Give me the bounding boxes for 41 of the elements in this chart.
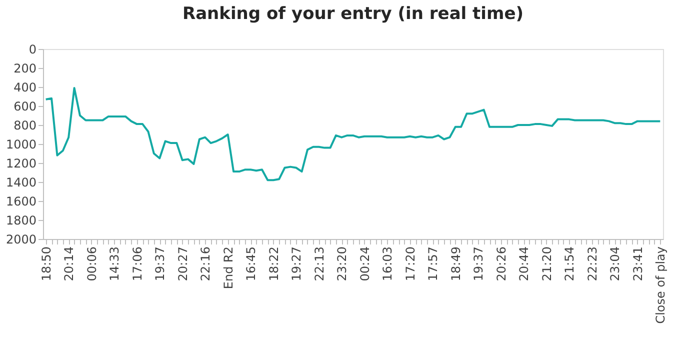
x-tick-label: 00:06 (84, 246, 99, 282)
y-tick-label: 1800 (6, 214, 36, 228)
y-tick-label: 2000 (6, 232, 36, 246)
x-tick-label: 19:27 (290, 246, 304, 282)
x-tick-label: 20:14 (62, 246, 76, 282)
x-tick-label: End R2 (221, 246, 236, 290)
x-tick-label: 23:04 (608, 246, 622, 282)
x-tick-label: 20:27 (176, 246, 190, 282)
x-tick-label: Close of play (654, 246, 668, 324)
y-tick-label: 400 (14, 80, 36, 94)
x-tick-label: 19:37 (472, 246, 486, 282)
x-tick-label: 16:03 (380, 246, 395, 282)
x-tick-label: 22:23 (585, 246, 600, 282)
y-tick-label: 600 (14, 100, 36, 114)
x-tick-label: 23:41 (630, 246, 645, 282)
x-tick-label: 17:57 (426, 246, 440, 282)
x-tick-label: 18:49 (448, 246, 463, 282)
y-tick-label: 800 (14, 118, 36, 132)
y-tick-label: 1400 (6, 176, 36, 190)
x-tick-label: 20:44 (517, 246, 532, 282)
chart-title: Ranking of your entry (in real time) (182, 4, 524, 24)
x-tick-label: 00:24 (358, 246, 372, 282)
x-tick-label: 23:20 (335, 246, 350, 282)
y-tick-label: 1200 (6, 156, 36, 170)
x-tick-label: 18:22 (266, 246, 281, 282)
x-tick-label: 21:20 (540, 246, 554, 282)
y-tick-label: 1000 (6, 138, 36, 152)
x-tick-label: 22:16 (198, 246, 213, 282)
x-tick-label: 19:37 (153, 246, 168, 282)
x-tick-label: 20:26 (494, 246, 508, 282)
x-tick-label: 14:33 (108, 246, 122, 282)
x-tick-label: 16:45 (244, 246, 258, 282)
x-tick-label: 21:54 (562, 246, 577, 282)
x-tick-label: 17:20 (403, 246, 418, 282)
y-tick-label: 1600 (6, 194, 36, 208)
y-tick-label: 0 (28, 42, 36, 56)
x-tick-label: 22:13 (312, 246, 326, 282)
y-tick-label: 200 (14, 62, 36, 76)
x-tick-label: 18:50 (39, 246, 54, 282)
line-series (44, 86, 662, 182)
x-tick-label: 17:06 (130, 246, 144, 282)
